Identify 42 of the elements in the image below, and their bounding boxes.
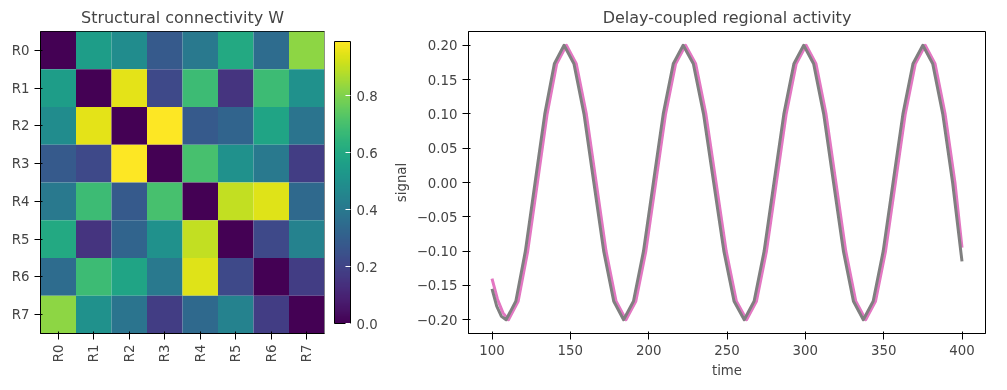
x-tick-label: R3: [157, 344, 173, 363]
y-tick-label: R6: [11, 269, 30, 285]
y-tick-label: 0.20: [427, 38, 458, 54]
y-tick-label: −0.05: [416, 209, 458, 225]
chart-title: Structural connectivity W: [80, 7, 285, 27]
x-axis-title: time: [711, 362, 743, 378]
x-tick-label: R6: [263, 344, 279, 363]
y-tick-label: R3: [11, 156, 30, 172]
x-tick-label: R5: [228, 344, 244, 363]
y-tick-label: 0.05: [427, 141, 458, 157]
y-tick-label: R1: [11, 80, 30, 96]
color-bar-label: 0.6: [356, 145, 378, 161]
y-tick-label: −0.10: [416, 244, 458, 260]
y-tick-label: R5: [11, 231, 30, 247]
y-tick-label: 0.15: [427, 72, 458, 88]
x-tick-label: 300: [792, 342, 819, 358]
y-tick-label: R4: [11, 193, 30, 209]
x-tick-label: 350: [870, 342, 897, 358]
x-tick-label: R1: [86, 344, 102, 363]
chart-title: Delay-coupled regional activity: [602, 7, 852, 27]
y-axis-title: signal: [393, 162, 409, 203]
color-bar-label: 0.0: [356, 316, 378, 332]
color-bar-label: 0.4: [356, 202, 378, 218]
y-tick-label: −0.20: [416, 312, 458, 328]
color-bar-label: 0.8: [356, 88, 378, 104]
color-bar-label: 0.2: [356, 259, 378, 275]
y-tick-label: −0.15: [416, 278, 458, 294]
x-tick-label: 400: [949, 342, 975, 358]
x-tick-label: 200: [635, 342, 662, 358]
y-tick-label: R0: [11, 42, 30, 58]
y-tick-label: R2: [11, 118, 30, 134]
y-tick-label: R7: [11, 307, 30, 323]
x-tick-label: R2: [121, 344, 137, 363]
line-series: [490, 43, 964, 322]
x-tick-label: R7: [299, 344, 315, 363]
x-tick-label: R4: [192, 344, 208, 363]
y-tick-label: 0.00: [427, 175, 458, 191]
x-tick-label: 250: [714, 342, 740, 358]
x-tick-label: 100: [479, 342, 505, 358]
x-tick-label: R0: [50, 344, 66, 363]
y-tick-label: 0.10: [427, 106, 458, 122]
x-tick-label: 150: [557, 342, 584, 358]
